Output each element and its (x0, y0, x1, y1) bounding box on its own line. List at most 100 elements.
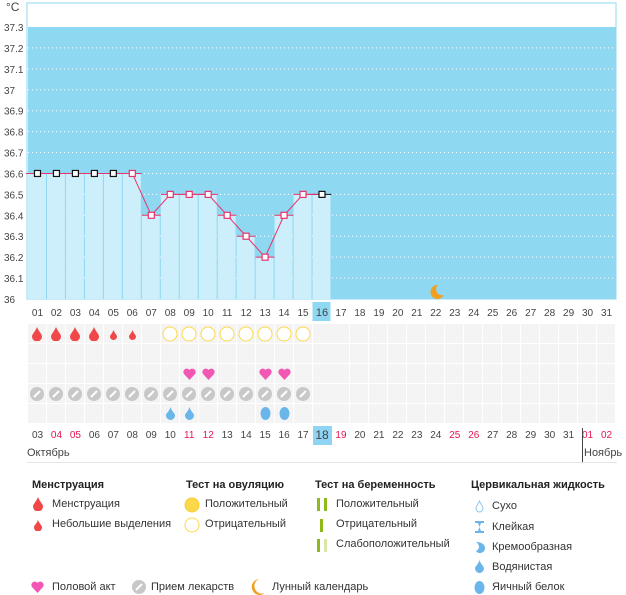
temperature-chart: 37.3 37.2 37.1 37 36.9 36.8 36.7 36.6 36.5 36.4 36… (4, 2, 617, 321)
temperature-point (318, 190, 326, 198)
calendar-cell (540, 324, 559, 343)
calendar-date[interactable]: 07 (107, 430, 119, 441)
medication-icon (106, 387, 121, 404)
calendar-cell (46, 404, 65, 423)
calendar-date[interactable]: 30 (544, 430, 556, 441)
calendar-date[interactable]: 06 (88, 430, 100, 441)
calendar-date[interactable]: 11 (184, 430, 195, 441)
calendar-date[interactable]: 13 (221, 430, 233, 441)
temperature-bar (65, 173, 84, 299)
calendar-date[interactable]: 04 (50, 430, 63, 441)
y-tick-label: 36.9 (4, 107, 24, 118)
calendar-cell (331, 344, 350, 363)
calendar-cell (331, 404, 350, 423)
calendar-date[interactable]: 15 (259, 430, 271, 441)
calendar-date[interactable]: 10 (164, 430, 176, 441)
calendar-cell (483, 384, 502, 403)
calendar-date[interactable]: 24 (430, 430, 442, 441)
calendar-date[interactable]: 16 (278, 430, 290, 441)
medication-icon (277, 387, 292, 404)
calendar-date[interactable]: 22 (392, 430, 404, 441)
calendar-cell (483, 324, 502, 343)
legend-fluid-creamy: Кремообразная (492, 541, 573, 553)
calendar-cell (217, 344, 236, 363)
calendar-cell (407, 404, 426, 423)
calendar-date[interactable]: 27 (487, 430, 499, 441)
calendar-cell (312, 404, 331, 423)
temperature-point (166, 190, 174, 198)
calendar-date[interactable]: 20 (354, 430, 366, 441)
ovulation-negative-icon (200, 326, 216, 345)
legend-fluid-sticky: Клейкая (492, 521, 535, 533)
temperature-point (242, 232, 250, 240)
calendar-date[interactable]: 12 (202, 430, 214, 441)
calendar-cell (521, 384, 540, 403)
calendar-date[interactable]: 08 (126, 430, 138, 441)
calendar-date[interactable]: 09 (145, 430, 157, 441)
medication-icon (144, 387, 159, 404)
temperature-point (71, 169, 80, 178)
x-tick-label: 17 (335, 308, 347, 319)
y-tick-label: 36 (4, 295, 16, 306)
x-tick-label: 15 (297, 308, 309, 319)
calendar-cell (521, 404, 540, 423)
calendar-cell (578, 364, 597, 383)
fluid-creamy-icon (476, 542, 485, 553)
temperature-bar (28, 173, 46, 299)
medication-icon (182, 387, 197, 404)
calendar-cell (274, 344, 293, 363)
legend-fluid-eggwhite: Яичный белок (492, 581, 565, 593)
y-tick-label: 36.7 (4, 149, 24, 160)
medication-icon (163, 387, 178, 404)
calendar-cell (331, 384, 350, 403)
calendar-date[interactable]: 29 (525, 430, 537, 441)
calendar-cell (331, 364, 350, 383)
calendar-cell (293, 404, 312, 423)
calendar-date[interactable]: 01 (582, 430, 594, 441)
temperature-point (128, 169, 136, 178)
calendar-cell (141, 344, 160, 363)
calendar-cell (559, 404, 578, 423)
calendar-cell (312, 364, 331, 383)
ovulation-negative-icon (162, 326, 178, 345)
calendar-date[interactable]: 14 (240, 430, 252, 441)
calendar-cell (445, 384, 464, 403)
calendar-date[interactable]: 19 (335, 430, 347, 441)
temperature-point (33, 169, 42, 178)
calendar-date[interactable]: 05 (69, 430, 81, 441)
calendar-cell (521, 364, 540, 383)
calendar-cell (540, 364, 559, 383)
calendar-cell (160, 364, 179, 383)
calendar-date[interactable]: 02 (600, 430, 613, 441)
x-tick-label: 13 (260, 308, 272, 319)
calendar-date[interactable]: 23 (411, 430, 423, 441)
calendar-cell (597, 364, 616, 383)
month-left: Октябрь (27, 447, 70, 459)
calendar-date[interactable]: 21 (373, 430, 385, 441)
medication-icon (68, 387, 83, 404)
fluid-watery-icon (475, 560, 484, 573)
calendar-date[interactable]: 03 (31, 430, 44, 441)
calendar-date[interactable]: 28 (506, 430, 518, 441)
calendar-date[interactable]: 31 (563, 430, 575, 441)
calendar-cell (559, 364, 578, 383)
calendar-cell (388, 324, 407, 343)
calendar-cell (521, 344, 540, 363)
x-tick-label: 20 (392, 308, 404, 319)
calendar-date[interactable]: 25 (449, 430, 461, 441)
calendar-cell (559, 344, 578, 363)
calendar-date[interactable]: 26 (468, 430, 480, 441)
calendar-date[interactable]: 17 (297, 430, 309, 441)
calendar-cell (578, 344, 597, 363)
x-tick-label: 19 (373, 308, 385, 319)
calendar-cell (597, 324, 616, 343)
x-tick-label: 01 (32, 308, 44, 319)
calendar-cell (312, 344, 331, 363)
ovulation-negative-icon (276, 326, 292, 345)
calendar-cell (65, 404, 84, 423)
calendar-date[interactable]: 18 (312, 426, 332, 445)
temperature-bar (274, 215, 293, 299)
menstruation-icon (89, 327, 100, 344)
temperature-point (52, 169, 61, 178)
y-axis-unit: °C (6, 0, 20, 14)
